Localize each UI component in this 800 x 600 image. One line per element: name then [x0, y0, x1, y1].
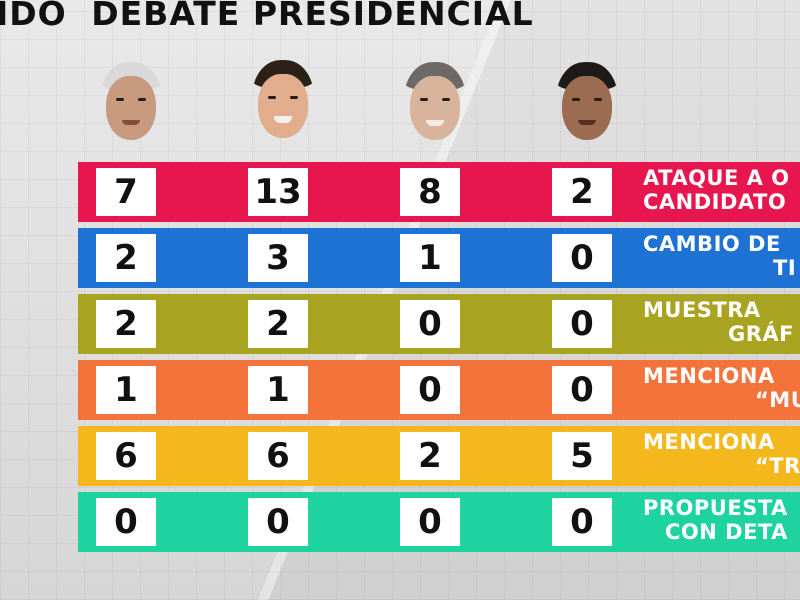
row-propuesta: 0 0 0 0 PROPUESTA CON DETA	[78, 492, 800, 552]
row-label-line2: GRÁF	[728, 322, 795, 346]
value-cell: 0	[552, 300, 612, 348]
row-label: CAMBIO DE TI	[643, 232, 800, 284]
value-cell: 2	[96, 234, 156, 282]
page-title: IDO DEBATE PRESIDENCIAL	[0, 0, 546, 33]
value-cell: 0	[400, 366, 460, 414]
value-cell: 5	[552, 432, 612, 480]
value-cell: 0	[400, 498, 460, 546]
candidate-4-portrait	[556, 62, 618, 142]
value-cell: 0	[400, 300, 460, 348]
row-label: MUESTRA GRÁF	[643, 298, 800, 350]
row-label-line2: “TRU	[755, 454, 800, 478]
value-cell: 0	[248, 498, 308, 546]
row-label-line1: MUESTRA	[643, 298, 761, 322]
row-label-line1: ATAQUE A O	[643, 166, 790, 190]
value-cell: 0	[552, 498, 612, 546]
value-cell: 2	[96, 300, 156, 348]
row-label: PROPUESTA CON DETA	[643, 496, 800, 548]
row-ataque: 7 13 8 2 ATAQUE A O CANDIDATO	[78, 162, 800, 222]
row-label: MENCIONA “MU	[643, 364, 800, 416]
value-cell: 6	[96, 432, 156, 480]
row-label: ATAQUE A O CANDIDATO	[643, 166, 800, 218]
value-cell: 0	[552, 234, 612, 282]
row-label-line2: CON DETA	[665, 520, 788, 544]
candidate-2-portrait	[252, 60, 314, 140]
row-menciona-mu: 1 1 0 0 MENCIONA “MU	[78, 360, 800, 420]
value-cell: 7	[96, 168, 156, 216]
row-label-line1: PROPUESTA	[643, 496, 788, 520]
value-cell: 2	[552, 168, 612, 216]
value-cell: 1	[400, 234, 460, 282]
row-cambio: 2 3 1 0 CAMBIO DE TI	[78, 228, 800, 288]
value-cell: 2	[400, 432, 460, 480]
value-cell: 0	[552, 366, 612, 414]
candidate-3-portrait	[404, 62, 466, 142]
title-right: DEBATE PRESIDENCIAL	[91, 0, 534, 33]
row-label: MENCIONA “TRU	[643, 430, 800, 482]
candidate-1-portrait	[100, 62, 162, 142]
value-cell: 3	[248, 234, 308, 282]
row-label-line1: MENCIONA	[643, 364, 775, 388]
title-left: IDO	[0, 0, 67, 33]
row-muestra: 2 2 0 0 MUESTRA GRÁF	[78, 294, 800, 354]
value-cell: 1	[96, 366, 156, 414]
row-label-line2: “MU	[755, 388, 800, 412]
row-label-line1: MENCIONA	[643, 430, 775, 454]
value-cell: 2	[248, 300, 308, 348]
value-cell: 8	[400, 168, 460, 216]
row-label-line1: CAMBIO DE	[643, 232, 781, 256]
value-cell: 6	[248, 432, 308, 480]
row-menciona-tru: 6 6 2 5 MENCIONA “TRU	[78, 426, 800, 486]
row-label-line2: CANDIDATO	[643, 190, 787, 214]
value-cell: 1	[248, 366, 308, 414]
row-label-line2: TI	[773, 256, 797, 280]
value-cell: 0	[96, 498, 156, 546]
value-cell: 13	[248, 168, 308, 216]
